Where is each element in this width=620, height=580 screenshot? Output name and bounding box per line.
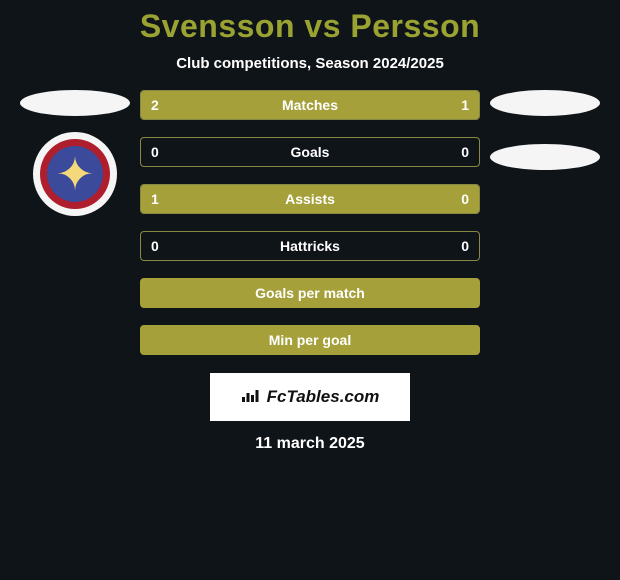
badge-star-icon: ✦ — [56, 151, 95, 197]
right-player-column — [490, 90, 600, 170]
stat-label: Goals — [141, 144, 479, 160]
stat-value-right: 0 — [461, 238, 469, 254]
left-player-column: ✦ — [20, 90, 130, 216]
stat-row: Min per goal — [140, 325, 480, 355]
stat-label: Min per goal — [141, 332, 479, 348]
stat-label: Matches — [141, 97, 479, 113]
stat-row: Goals per match — [140, 278, 480, 308]
comparison-panel: ✦ 2Matches10Goals01Assists00Hattricks0Go… — [0, 90, 620, 355]
stat-value-right: 0 — [461, 191, 469, 207]
watermark: FcTables.com — [210, 373, 410, 421]
stat-row: 0Hattricks0 — [140, 231, 480, 261]
subtitle: Club competitions, Season 2024/2025 — [0, 45, 620, 90]
player-2-photo-placeholder — [490, 90, 600, 116]
page-title: Svensson vs Persson — [0, 0, 620, 45]
badge-inner-ring: ✦ — [47, 146, 103, 202]
date-label: 11 march 2025 — [0, 435, 620, 453]
stat-row: 2Matches1 — [140, 90, 480, 120]
stat-value-right: 1 — [461, 97, 469, 113]
stats-bars: 2Matches10Goals01Assists00Hattricks0Goal… — [140, 90, 480, 355]
stat-value-right: 0 — [461, 144, 469, 160]
stat-row: 1Assists0 — [140, 184, 480, 214]
player-1-photo-placeholder — [20, 90, 130, 116]
stat-row: 0Goals0 — [140, 137, 480, 167]
stat-label: Hattricks — [141, 238, 479, 254]
player-1-badge: ✦ — [33, 132, 117, 216]
chart-icon — [241, 387, 261, 408]
badge-outer-ring: ✦ — [40, 139, 110, 209]
stat-label: Goals per match — [141, 285, 479, 301]
player-2-badge-placeholder — [490, 144, 600, 170]
watermark-text: FcTables.com — [267, 387, 380, 407]
stat-label: Assists — [141, 191, 479, 207]
